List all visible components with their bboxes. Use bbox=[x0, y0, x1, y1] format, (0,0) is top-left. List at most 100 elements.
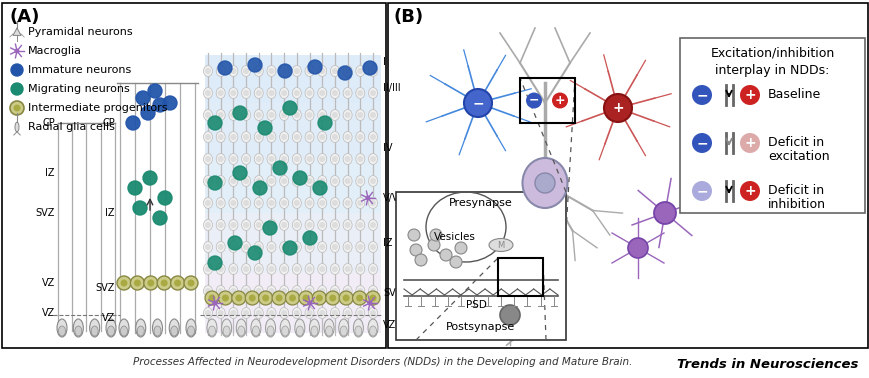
Circle shape bbox=[275, 294, 282, 302]
Ellipse shape bbox=[216, 110, 225, 121]
Circle shape bbox=[306, 90, 312, 96]
Ellipse shape bbox=[254, 132, 263, 143]
Circle shape bbox=[319, 244, 325, 250]
Ellipse shape bbox=[342, 307, 352, 319]
Text: Processes Affected in Neurodevelopment Disorders (NDDs) in the Developing and Ma: Processes Affected in Neurodevelopment D… bbox=[133, 357, 632, 367]
Circle shape bbox=[294, 90, 300, 96]
Ellipse shape bbox=[267, 326, 274, 336]
Ellipse shape bbox=[355, 307, 364, 319]
Ellipse shape bbox=[330, 307, 339, 319]
Circle shape bbox=[691, 85, 711, 105]
Ellipse shape bbox=[203, 110, 212, 121]
Circle shape bbox=[205, 310, 211, 316]
Circle shape bbox=[245, 291, 259, 305]
Ellipse shape bbox=[209, 326, 216, 336]
Ellipse shape bbox=[216, 197, 225, 209]
Circle shape bbox=[188, 279, 195, 287]
Ellipse shape bbox=[242, 197, 250, 209]
Text: V/VI: V/VI bbox=[382, 193, 401, 203]
Circle shape bbox=[319, 310, 325, 316]
Ellipse shape bbox=[355, 153, 364, 164]
Circle shape bbox=[285, 291, 299, 305]
Circle shape bbox=[328, 294, 335, 302]
Text: SVZ: SVZ bbox=[96, 283, 115, 293]
Ellipse shape bbox=[216, 87, 225, 99]
Text: excitation: excitation bbox=[767, 150, 829, 164]
Ellipse shape bbox=[203, 87, 212, 99]
Circle shape bbox=[242, 244, 249, 250]
Circle shape bbox=[306, 134, 312, 140]
Ellipse shape bbox=[317, 307, 327, 319]
Ellipse shape bbox=[310, 326, 317, 336]
Text: −: − bbox=[472, 96, 483, 110]
Bar bbox=[205, 55, 381, 103]
Circle shape bbox=[332, 266, 337, 272]
Ellipse shape bbox=[216, 132, 225, 143]
Ellipse shape bbox=[342, 132, 352, 143]
Ellipse shape bbox=[279, 110, 289, 121]
Ellipse shape bbox=[279, 285, 289, 296]
Text: VZ: VZ bbox=[102, 313, 115, 323]
Ellipse shape bbox=[342, 153, 352, 164]
Polygon shape bbox=[13, 28, 21, 36]
Circle shape bbox=[153, 211, 167, 225]
Circle shape bbox=[255, 112, 262, 118]
Ellipse shape bbox=[216, 175, 225, 186]
Bar bbox=[395, 192, 566, 340]
Circle shape bbox=[344, 222, 350, 228]
Ellipse shape bbox=[317, 110, 327, 121]
Text: Vesicles: Vesicles bbox=[434, 232, 475, 242]
Circle shape bbox=[357, 134, 363, 140]
Circle shape bbox=[258, 121, 272, 135]
Ellipse shape bbox=[169, 319, 179, 337]
Bar bbox=[2, 3, 386, 348]
Ellipse shape bbox=[317, 220, 327, 231]
Circle shape bbox=[242, 222, 249, 228]
Circle shape bbox=[294, 244, 300, 250]
Circle shape bbox=[248, 246, 262, 260]
Circle shape bbox=[409, 244, 421, 256]
Circle shape bbox=[357, 266, 363, 272]
Circle shape bbox=[228, 236, 242, 250]
Ellipse shape bbox=[279, 87, 289, 99]
Ellipse shape bbox=[254, 242, 263, 253]
Circle shape bbox=[357, 310, 363, 316]
Text: Deficit in: Deficit in bbox=[767, 136, 823, 150]
Ellipse shape bbox=[292, 153, 301, 164]
Ellipse shape bbox=[188, 326, 195, 336]
Ellipse shape bbox=[368, 132, 377, 143]
Ellipse shape bbox=[267, 285, 275, 296]
Ellipse shape bbox=[369, 326, 376, 336]
Circle shape bbox=[174, 279, 181, 287]
Circle shape bbox=[269, 222, 274, 228]
Circle shape bbox=[233, 166, 247, 180]
Ellipse shape bbox=[305, 242, 314, 253]
Ellipse shape bbox=[305, 175, 314, 186]
Ellipse shape bbox=[353, 319, 363, 337]
Circle shape bbox=[294, 288, 300, 294]
Circle shape bbox=[294, 68, 300, 74]
Circle shape bbox=[449, 256, 461, 268]
Text: Immature neurons: Immature neurons bbox=[28, 65, 131, 75]
Circle shape bbox=[282, 101, 296, 115]
Circle shape bbox=[369, 244, 375, 250]
Circle shape bbox=[369, 294, 376, 302]
Text: (B): (B) bbox=[394, 8, 424, 26]
Circle shape bbox=[147, 279, 154, 287]
Ellipse shape bbox=[305, 220, 314, 231]
Ellipse shape bbox=[292, 65, 301, 76]
Circle shape bbox=[293, 171, 307, 185]
Ellipse shape bbox=[254, 220, 263, 231]
Ellipse shape bbox=[203, 285, 212, 296]
Circle shape bbox=[218, 61, 232, 75]
Ellipse shape bbox=[305, 285, 314, 296]
Ellipse shape bbox=[330, 242, 339, 253]
Circle shape bbox=[740, 85, 760, 105]
Bar bbox=[520, 78, 574, 123]
Circle shape bbox=[242, 178, 249, 184]
Circle shape bbox=[294, 222, 300, 228]
Ellipse shape bbox=[500, 305, 520, 325]
Circle shape bbox=[306, 156, 312, 162]
Circle shape bbox=[306, 310, 312, 316]
Text: VZ: VZ bbox=[42, 278, 55, 288]
